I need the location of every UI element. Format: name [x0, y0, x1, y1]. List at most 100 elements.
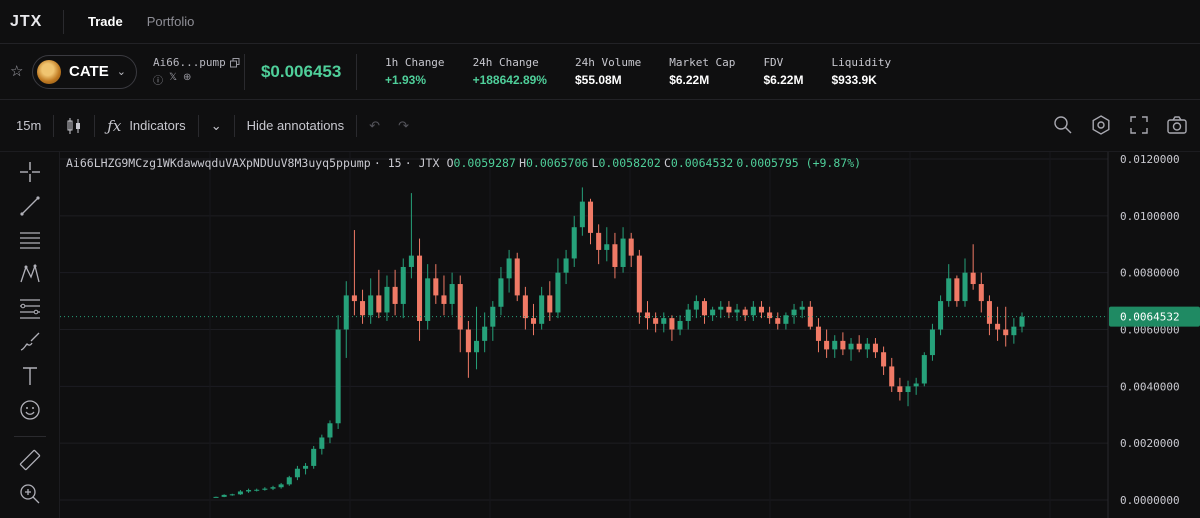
legend-high-label: H — [519, 156, 526, 170]
legend-open: 0.0059287 — [453, 156, 516, 170]
stat-value: $6.22M — [669, 73, 710, 87]
candle-body — [571, 227, 577, 259]
trend-line-icon[interactable] — [18, 194, 42, 218]
candle-body — [425, 278, 431, 321]
legend-close: 0.0064532 — [670, 156, 734, 170]
candle-body — [221, 494, 227, 497]
ruler-icon[interactable] — [18, 448, 42, 472]
candle-body — [563, 258, 569, 273]
candle-body — [514, 258, 520, 296]
undo-icon[interactable]: ↶ — [369, 117, 381, 133]
candle-body — [522, 295, 528, 319]
token-bar: ☆ CATE ⌄ Ai66...pump ⓘ 𝕏 ⊕ $0.006453 1h … — [0, 44, 1200, 100]
candle-body — [653, 318, 659, 324]
candle-body — [986, 301, 992, 324]
y-tick-label: 0.0000000 — [1120, 494, 1180, 507]
candle-body — [661, 318, 667, 324]
fullscreen-icon[interactable] — [1128, 114, 1150, 136]
indicators-button[interactable]: ƒx Indicators — [107, 117, 185, 135]
candle-body — [775, 318, 781, 324]
candle-body — [343, 295, 349, 330]
info-icon[interactable]: ⓘ — [152, 76, 163, 87]
y-tick-label: 0.0040000 — [1120, 380, 1180, 393]
stat-2: 24h Volume $55.08M — [575, 56, 641, 87]
candle-body — [246, 490, 252, 492]
hide-annotations-button[interactable]: Hide annotations — [246, 118, 345, 133]
candle-body — [669, 318, 675, 330]
legend-low-label: L — [591, 156, 599, 170]
redo-icon[interactable]: ↷ — [398, 117, 409, 133]
candle-body — [579, 201, 585, 228]
zoom-search-icon[interactable] — [1052, 114, 1074, 136]
candle-body — [408, 255, 414, 267]
favorite-star-icon[interactable]: ☆ — [10, 62, 24, 80]
candle-body — [807, 306, 813, 327]
token-selector-button[interactable]: CATE ⌄ — [32, 54, 137, 89]
candle-body — [718, 306, 724, 310]
stat-label: 24h Volume — [574, 56, 642, 69]
candle-body — [587, 201, 594, 233]
text-tool-icon[interactable] — [18, 364, 42, 388]
legend-exchange: JTX — [418, 156, 440, 170]
stat-label: 1h Change — [384, 56, 445, 69]
x-social-icon[interactable]: 𝕏 — [168, 72, 178, 83]
candle-body — [612, 244, 618, 267]
nav-trade[interactable]: Trade — [88, 14, 123, 29]
candle-body — [726, 306, 732, 313]
legend-change: 0.0005795 (+9.87%) — [736, 156, 862, 170]
zoom-in-icon[interactable] — [18, 482, 42, 506]
layout-chevron-icon[interactable]: ⌄ — [210, 117, 222, 133]
candle-style-icon[interactable] — [66, 117, 82, 135]
candle-body — [701, 301, 708, 316]
horizontal-lines-icon[interactable] — [18, 228, 42, 252]
price-chart[interactable]: 0.01200000.01000000.00800000.00600000.00… — [60, 152, 1200, 518]
candle-body — [604, 244, 610, 250]
candle-body — [677, 320, 683, 330]
interval-button[interactable]: 15m — [16, 118, 42, 133]
legend-pair: Ai66LHZG9MCzg1WKdawwqduVAXpNDUuV8M3uyq5p… — [66, 156, 371, 170]
stat-value: $55.08M — [574, 73, 622, 87]
token-address-block: Ai66...pump ⓘ 𝕏 ⊕ — [152, 53, 245, 90]
candle-body — [449, 284, 455, 304]
candle-body — [921, 355, 927, 384]
pattern-tool-icon[interactable] — [18, 262, 42, 286]
fib-retracement-icon[interactable] — [18, 296, 42, 320]
candle-body — [767, 312, 773, 319]
stat-4: FDV $6.22M — [763, 56, 803, 87]
last-price-label: 0.0064532 — [1120, 311, 1180, 324]
nav-portfolio[interactable]: Portfolio — [146, 14, 195, 29]
chart-legend: Ai66LHZG9MCzg1WKdawwqduVAXpNDUuV8M3uyq5p… — [66, 156, 862, 170]
candle-body — [799, 306, 805, 310]
candle-body — [832, 340, 838, 350]
crosshair-icon[interactable] — [18, 160, 42, 184]
candle-body — [856, 343, 862, 350]
token-address: Ai66...pump — [152, 56, 226, 69]
camera-screenshot-icon[interactable] — [1166, 114, 1188, 136]
emoji-icon[interactable] — [18, 398, 42, 422]
function-icon: ƒx — [107, 116, 122, 135]
candle-body — [384, 286, 390, 313]
copy-icon[interactable] — [229, 57, 240, 68]
candle-body — [392, 286, 398, 304]
token-stats: 1h Change +1.93% 24h Change +188642.89% 24h … — [357, 56, 891, 87]
candle-body — [750, 306, 756, 316]
settings-gear-icon[interactable] — [1090, 114, 1112, 136]
y-tick-label: 0.0020000 — [1120, 437, 1180, 450]
stat-value: $933.9K — [831, 73, 877, 87]
y-tick-label: 0.0120000 — [1120, 153, 1180, 166]
candle-body — [441, 295, 447, 304]
app-logo[interactable]: JTX — [0, 9, 64, 34]
candle-body — [400, 266, 406, 304]
brush-icon[interactable] — [18, 330, 42, 354]
candle-body — [978, 284, 984, 302]
chevron-down-icon: ⌄ — [116, 66, 126, 78]
token-logo-icon — [37, 59, 61, 84]
candle-body — [938, 301, 944, 330]
last-price-tag — [1109, 306, 1200, 327]
candle-body — [929, 329, 935, 356]
stat-value: $6.22M — [763, 73, 804, 87]
y-tick-label: 0.0060000 — [1120, 324, 1180, 337]
globe-icon[interactable]: ⊕ — [183, 72, 192, 83]
candle-body — [685, 309, 691, 321]
stat-0: 1h Change +1.93% — [385, 56, 445, 87]
